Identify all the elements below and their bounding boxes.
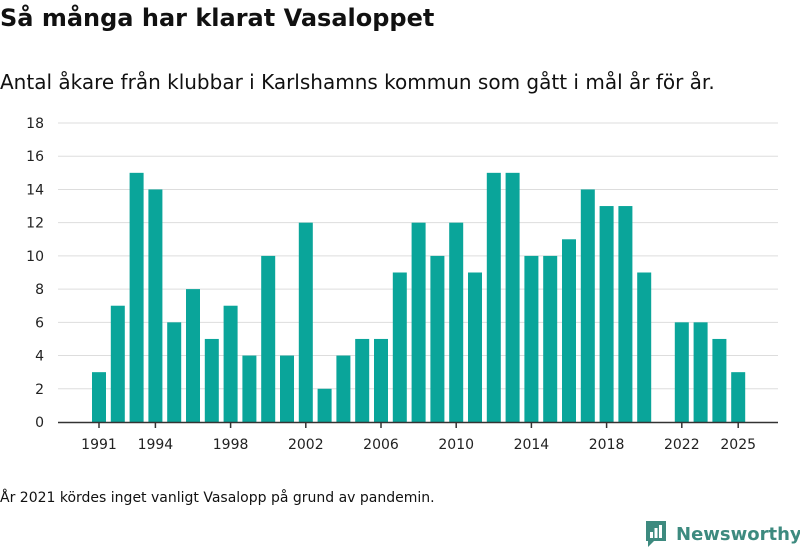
- chart-subtitle: Antal åkare från klubbar i Karlshamns ko…: [0, 70, 715, 94]
- x-tick-label: 2018: [589, 437, 625, 453]
- y-tick-label: 2: [35, 382, 44, 398]
- bars: [92, 172, 746, 422]
- y-tick-label: 8: [35, 282, 44, 298]
- bar-1995: [167, 322, 182, 422]
- bar-1996: [186, 289, 200, 422]
- bar-2010: [449, 222, 464, 422]
- brand-name: Newsworthy: [676, 523, 800, 545]
- bar-2025: [731, 372, 746, 422]
- bar-1993: [129, 172, 144, 422]
- bar-2015: [543, 255, 558, 422]
- y-tick-label: 4: [35, 349, 44, 365]
- x-tick-label: 2010: [438, 437, 474, 453]
- axes: 0 2 4 6 8 10 12 14 16 18 1991 1994 1998 2002 2006 2010 2…: [26, 116, 778, 453]
- bar-2002: [298, 222, 313, 422]
- bar-2008: [411, 222, 426, 422]
- bar-2009: [430, 255, 445, 422]
- x-tick-label: 2022: [664, 437, 700, 453]
- y-tick-label: 0: [35, 415, 44, 431]
- bar-2004: [336, 355, 351, 422]
- x-tick-label: 2006: [363, 437, 399, 453]
- x-tick-label: 1991: [81, 437, 117, 453]
- newsworthy-brand[interactable]: Newsworthy: [644, 519, 800, 549]
- x-tick-label: 1998: [213, 437, 249, 453]
- y-tick-label: 16: [26, 149, 44, 165]
- bar-2024: [712, 338, 727, 422]
- bar-2023: [693, 322, 708, 422]
- bar-2016: [562, 239, 576, 422]
- bar-2012: [486, 172, 501, 422]
- bar-2001: [280, 355, 294, 422]
- footnote: År 2021 kördes inget vanligt Vasalopp på…: [0, 490, 435, 506]
- bar-2011: [468, 272, 482, 422]
- bar-2018: [599, 206, 614, 422]
- bar-1991: [92, 372, 106, 422]
- bar-2007: [392, 272, 407, 422]
- bar-2020: [637, 272, 652, 422]
- bar-2014: [524, 255, 539, 422]
- newsworthy-logo-icon: [646, 521, 666, 547]
- bar-1998: [223, 305, 238, 422]
- x-tick-label: 2002: [288, 437, 324, 453]
- y-tick-label: 18: [26, 116, 44, 132]
- y-tick-label: 12: [26, 216, 44, 232]
- bar-1999: [242, 355, 257, 422]
- bar-2005: [355, 338, 370, 422]
- y-tick-label: 10: [26, 249, 44, 265]
- bar-2022: [674, 322, 689, 422]
- y-tick-label: 6: [35, 315, 44, 331]
- x-tick-label: 1994: [138, 437, 174, 453]
- x-tick-label: 2014: [514, 437, 550, 453]
- bar-2006: [374, 338, 388, 422]
- x-tick-label: 2025: [720, 437, 756, 453]
- y-tick-label: 14: [26, 182, 44, 198]
- bar-1994: [148, 189, 163, 422]
- bar-2013: [505, 172, 520, 422]
- bar-2000: [261, 255, 276, 422]
- chart-title: Så många har klarat Vasaloppet: [0, 4, 435, 32]
- bar-2019: [618, 206, 633, 422]
- bar-2017: [580, 189, 595, 422]
- bar-2003: [317, 388, 332, 422]
- bar-1992: [110, 305, 125, 422]
- bar-1997: [204, 338, 219, 422]
